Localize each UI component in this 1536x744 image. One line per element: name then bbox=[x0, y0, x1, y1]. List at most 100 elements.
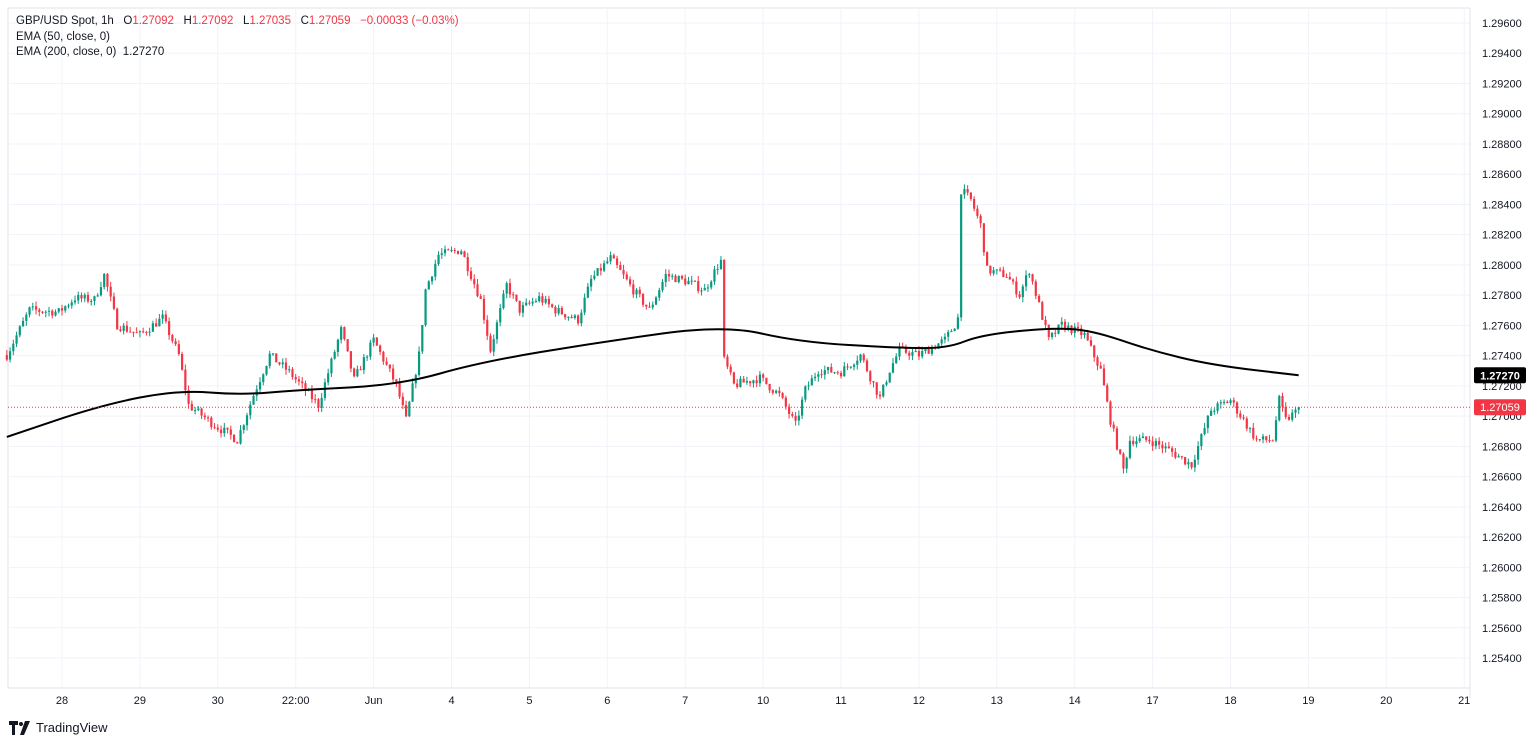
candle-up bbox=[333, 351, 336, 359]
candle-down bbox=[181, 353, 184, 370]
candle-up bbox=[1135, 441, 1138, 445]
x-tick-label: 7 bbox=[682, 695, 688, 707]
candle-up bbox=[1274, 420, 1278, 441]
x-tick-label: 29 bbox=[134, 695, 146, 707]
candle-up bbox=[852, 364, 856, 367]
candle-down bbox=[976, 208, 979, 216]
candle-up bbox=[330, 358, 333, 374]
candle-up bbox=[963, 189, 966, 195]
candle-down bbox=[1115, 428, 1119, 450]
x-tick-label: 12 bbox=[913, 695, 925, 707]
candle-up bbox=[716, 268, 719, 270]
candle-up bbox=[262, 374, 265, 383]
candle-down bbox=[1011, 279, 1015, 282]
candle-down bbox=[1151, 441, 1154, 447]
candle-down bbox=[304, 383, 307, 391]
candle-up bbox=[148, 331, 151, 333]
candle-down bbox=[771, 390, 774, 393]
candle-down bbox=[512, 294, 515, 296]
candle-down bbox=[641, 294, 645, 305]
candle-down bbox=[1112, 424, 1115, 429]
y-tick-label: 1.27800 bbox=[1482, 290, 1522, 302]
candle-down bbox=[628, 279, 632, 285]
candle-down bbox=[518, 300, 521, 313]
candle-up bbox=[937, 343, 940, 349]
candle-down bbox=[684, 278, 687, 285]
candle-up bbox=[492, 339, 495, 352]
candle-up bbox=[1138, 438, 1141, 442]
symbol-title: GBP/USD Spot, 1h bbox=[16, 15, 114, 27]
candle-down bbox=[34, 306, 38, 310]
candle-up bbox=[885, 382, 888, 385]
candle-down bbox=[112, 296, 116, 309]
chart-legend: GBP/USD Spot, 1h O1.27092 H1.27092 L1.27… bbox=[16, 14, 459, 61]
candle-down bbox=[349, 351, 352, 369]
candle-up bbox=[960, 194, 963, 318]
candle-up bbox=[1154, 440, 1158, 447]
candle-up bbox=[677, 275, 680, 283]
tradingview-logo[interactable]: TradingView bbox=[9, 720, 108, 735]
candle-down bbox=[1080, 328, 1083, 336]
candle-up bbox=[1209, 410, 1213, 416]
candle-down bbox=[232, 434, 236, 443]
candle-up bbox=[434, 263, 437, 277]
candle-up bbox=[122, 325, 125, 331]
candle-down bbox=[489, 335, 492, 352]
candle-up bbox=[606, 261, 609, 264]
candle-down bbox=[966, 189, 969, 193]
candle-down bbox=[1037, 295, 1041, 303]
candle-down bbox=[314, 399, 317, 401]
candle-up bbox=[1164, 446, 1167, 449]
candle-down bbox=[1119, 449, 1122, 454]
y-tick-label: 1.29000 bbox=[1482, 109, 1522, 121]
candle-down bbox=[1096, 357, 1099, 366]
candle-down bbox=[226, 427, 229, 430]
y-tick-label: 1.26600 bbox=[1482, 472, 1522, 484]
candle-down bbox=[1171, 448, 1174, 452]
ema200-legend[interactable]: EMA (200, close, 0) 1.27270 bbox=[16, 45, 459, 61]
candle-up bbox=[687, 280, 690, 285]
candle-down bbox=[778, 390, 781, 394]
candle-up bbox=[73, 300, 77, 303]
ema200-line bbox=[6, 327, 1299, 438]
candle-up bbox=[1200, 434, 1203, 447]
candle-down bbox=[1015, 281, 1018, 295]
candle-down bbox=[297, 379, 301, 382]
candle-down bbox=[1284, 406, 1287, 417]
candle-up bbox=[995, 269, 998, 271]
candle-up bbox=[443, 249, 447, 254]
candle-up bbox=[362, 357, 365, 371]
candle-up bbox=[265, 365, 268, 375]
candle-down bbox=[632, 284, 635, 295]
candle-down bbox=[1245, 418, 1248, 429]
candle-up bbox=[826, 367, 830, 371]
candle-up bbox=[654, 297, 658, 305]
candle-up bbox=[67, 305, 70, 307]
tradingview-logo-icon bbox=[9, 720, 30, 735]
candle-down bbox=[1258, 439, 1261, 441]
close-label: C bbox=[300, 15, 309, 27]
candle-down bbox=[359, 369, 362, 371]
candle-down bbox=[1018, 294, 1021, 298]
candle-up bbox=[1219, 402, 1222, 404]
candle-up bbox=[940, 339, 943, 344]
candle-down bbox=[353, 368, 356, 377]
candle-up bbox=[268, 353, 271, 366]
candle-down bbox=[129, 331, 132, 333]
candle-up bbox=[859, 354, 862, 361]
ema50-legend[interactable]: EMA (50, close, 0) bbox=[16, 30, 110, 43]
low-value: 1.27035 bbox=[249, 15, 291, 27]
candle-down bbox=[865, 360, 869, 372]
candle-down bbox=[1106, 385, 1109, 402]
candle-down bbox=[1161, 444, 1164, 449]
candle-down bbox=[1265, 436, 1268, 441]
candle-up bbox=[911, 352, 914, 356]
candle-down bbox=[989, 265, 992, 274]
candle-up bbox=[703, 288, 706, 291]
candle-down bbox=[638, 289, 641, 295]
candle-up bbox=[417, 351, 421, 376]
candle-down bbox=[1226, 401, 1229, 404]
x-tick-label: 21 bbox=[1458, 695, 1470, 707]
candle-up bbox=[635, 289, 638, 295]
